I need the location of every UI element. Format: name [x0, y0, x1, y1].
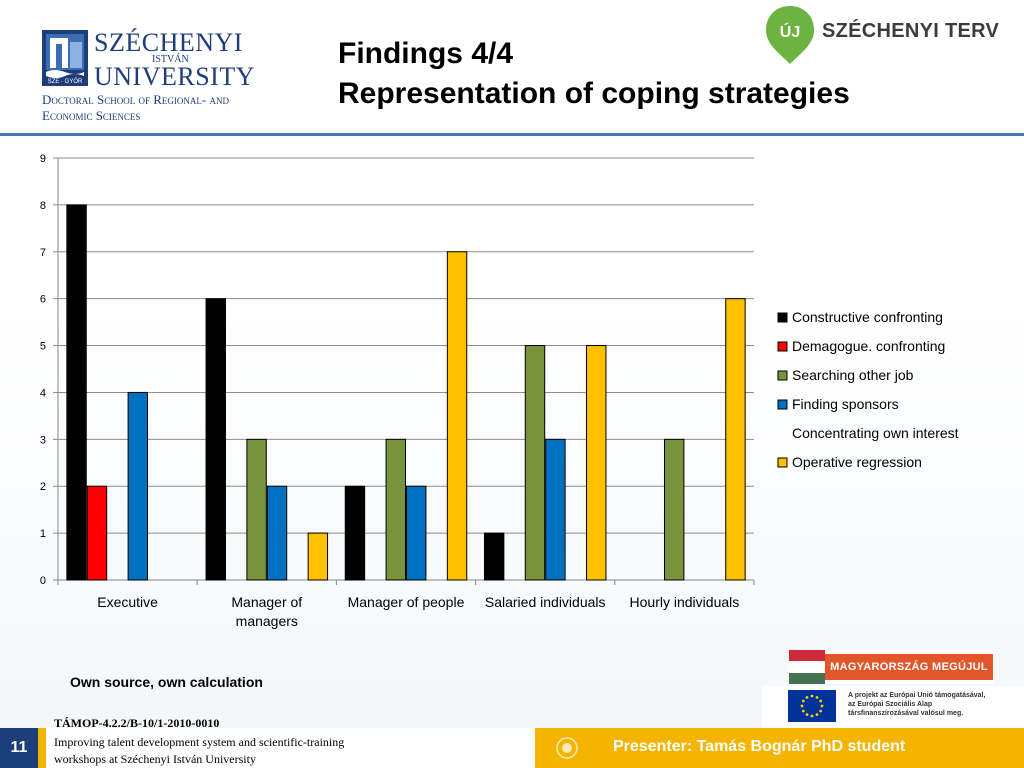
- legend-swatch: [777, 399, 788, 410]
- x-tick-label: Manager of managers: [231, 594, 302, 629]
- y-tick-label: 6: [40, 294, 46, 306]
- bar: [86, 485, 108, 581]
- university-name-small: ISTVÁN: [152, 54, 189, 65]
- eu-star-icon: [815, 695, 819, 699]
- eu-funding-badge: A projekt az Európai Unió támogatásával,…: [762, 686, 1024, 728]
- y-tick-label: 2: [40, 481, 46, 493]
- magyarorszag-megujul-badge: MAGYARORSZÁG MEGÚJUL: [789, 650, 993, 684]
- bar: [725, 298, 746, 581]
- eu-star-icon: [819, 709, 823, 713]
- x-tick-label: Hourly individuals: [630, 594, 740, 610]
- y-tick-label: 9: [40, 153, 46, 165]
- legend-label: Searching other job: [792, 367, 914, 383]
- slide-number: 11: [0, 728, 38, 768]
- tamop-code: TÁMOP-4.2.2/B-10/1-2010-0010: [54, 716, 220, 730]
- eu-text-line2: az Európai Szociális Alap: [848, 701, 933, 708]
- bar: [266, 485, 288, 581]
- legend-label: Demagogue. confronting: [792, 338, 945, 354]
- eu-star-icon: [819, 699, 823, 703]
- bar: [524, 345, 546, 581]
- slide-title: Findings 4/4 Representation of coping st…: [338, 34, 850, 114]
- slide-number-accent: [38, 728, 46, 768]
- legend-swatch: [777, 370, 788, 381]
- bar: [385, 438, 407, 581]
- bar: [66, 204, 87, 581]
- eu-star-icon: [810, 694, 814, 698]
- eu-star-icon: [801, 709, 805, 713]
- crest-label: SZE · GYŐR: [48, 78, 83, 85]
- x-tick-label: Salaried individuals: [485, 594, 606, 610]
- eu-funding-text: A projekt az Európai Unió támogatásával,…: [848, 691, 985, 718]
- slide-header: [0, 0, 1024, 134]
- title-line1: Findings 4/4: [338, 37, 514, 70]
- university-name-line1: SZÉCHENYI: [94, 28, 243, 57]
- y-tick-label: 5: [40, 341, 46, 353]
- sun-emblem-icon: [556, 737, 578, 759]
- university-logo: SZE · GYŐR SZÉCHENYI ISTVÁN UNIVERSITY D…: [42, 28, 292, 124]
- presenter-name: Presenter: Tamás Bognár PhD student: [613, 738, 906, 755]
- eu-star-icon: [810, 714, 814, 718]
- megujul-text: MAGYARORSZÁG MEGÚJUL: [825, 654, 993, 680]
- bar: [446, 251, 468, 581]
- hungarian-flag-icon: [789, 650, 825, 684]
- legend-label: Finding sponsors: [792, 396, 899, 412]
- school-name-line1: Doctoral School of Regional- and: [42, 92, 229, 107]
- uj-badge-icon: ÚJ: [766, 6, 814, 64]
- y-tick-label: 7: [40, 247, 46, 259]
- y-tick-label: 1: [40, 528, 46, 540]
- legend-swatch: [777, 312, 788, 323]
- school-name-line2: Economic Sciences: [42, 108, 141, 123]
- x-tick-label: Manager of people: [348, 594, 465, 610]
- bar-chart: 0 1 2 3 4 5 6 7 8 9 Executive Manager of managers Man…: [40, 153, 959, 629]
- presenter-bar: Presenter: Tamás Bognár PhD student: [535, 728, 1024, 768]
- y-tick-label: 4: [40, 387, 46, 399]
- project-title-line1: Improving talent development system and …: [54, 735, 345, 749]
- eu-text-line1: A projekt az Európai Unió támogatásával,: [848, 692, 986, 699]
- bar: [483, 532, 505, 581]
- eu-star-icon: [800, 704, 804, 708]
- university-crest-icon: SZE · GYŐR: [42, 30, 88, 86]
- bar: [307, 532, 329, 581]
- legend-swatch: [777, 341, 788, 352]
- bar: [127, 391, 149, 581]
- x-tick-label: Executive: [97, 594, 158, 610]
- bar: [663, 438, 685, 581]
- uj-badge-text: ÚJ: [780, 22, 800, 41]
- bar: [246, 438, 267, 581]
- university-name-line2: UNIVERSITY: [94, 62, 255, 91]
- terv-text: SZÉCHENYI TERV: [822, 20, 1000, 42]
- header-divider: [0, 133, 1024, 136]
- bar: [586, 345, 607, 581]
- legend-swatch: [777, 457, 788, 468]
- eu-star-icon: [815, 713, 819, 717]
- title-line2: Representation of coping strategies: [338, 77, 850, 110]
- eu-star-icon: [820, 704, 824, 708]
- legend-label: Operative regression: [792, 454, 922, 470]
- bar: [205, 298, 226, 581]
- eu-star-icon: [801, 699, 805, 703]
- source-note: Own source, own calculation: [70, 674, 263, 690]
- eu-flag-icon: [788, 690, 836, 722]
- eu-text-line3: társfinanszírozásával valósul meg.: [848, 710, 964, 717]
- szechenyi-terv-logo: ÚJ SZÉCHENYI TERV: [764, 4, 1014, 66]
- y-tick-label: 3: [40, 434, 46, 446]
- bar: [344, 485, 366, 581]
- eu-star-icon: [805, 695, 809, 699]
- eu-star-icon: [805, 713, 809, 717]
- project-title-line2: workshops at Széchenyi István University: [54, 752, 256, 766]
- y-tick-label: 8: [40, 200, 46, 212]
- bar: [406, 485, 427, 581]
- legend-label: Constructive confronting: [792, 309, 943, 325]
- legend-label: Concentrating own interest: [792, 425, 959, 441]
- bar: [545, 438, 566, 581]
- y-tick-label: 0: [40, 575, 46, 587]
